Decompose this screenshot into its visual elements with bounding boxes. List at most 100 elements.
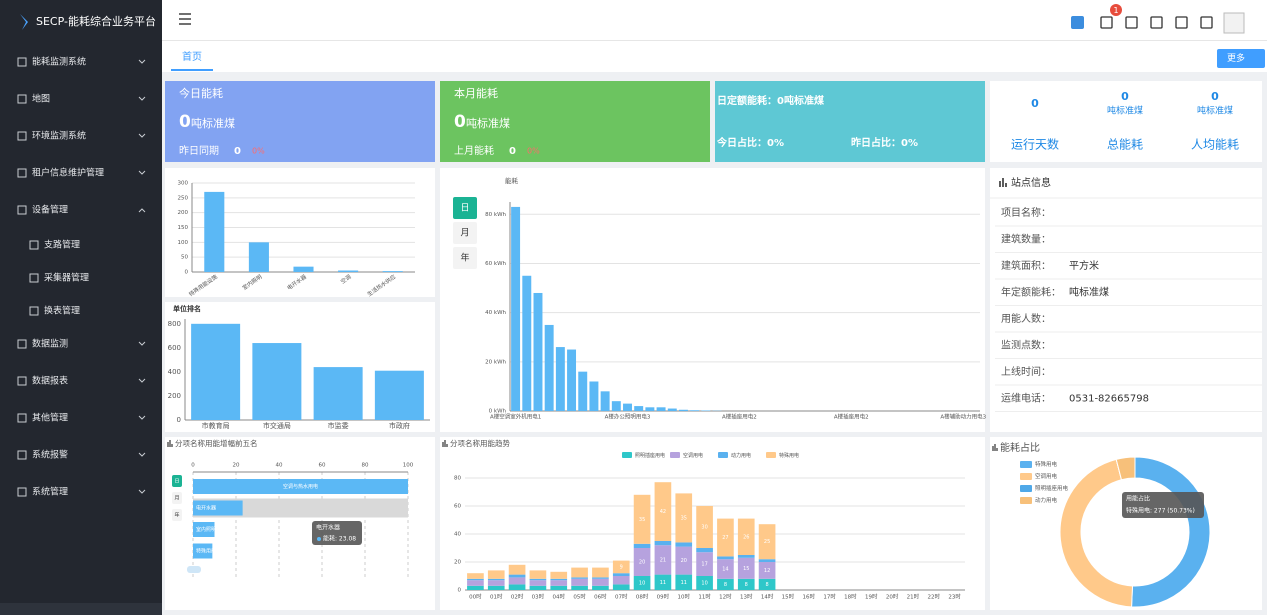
- bar-segment: [737, 518, 755, 555]
- x-tick-label: 12时: [719, 593, 732, 601]
- menu-item[interactable]: 系统报警: [32, 449, 68, 461]
- menu-item[interactable]: 能耗监测系统: [32, 56, 86, 68]
- menu-item[interactable]: 数据报表: [32, 375, 68, 387]
- period-button-label[interactable]: 日: [460, 203, 469, 214]
- y-tick-label: 200: [178, 210, 189, 216]
- x-tick-label: 05时: [573, 593, 586, 601]
- menu-icon: [17, 450, 27, 460]
- x-tick-label: 16时: [803, 593, 816, 601]
- menu-item[interactable]: 租户信息维护管理: [32, 167, 104, 179]
- bar: [544, 324, 554, 411]
- field-label: 项目名称：: [1001, 206, 1051, 219]
- menu-item[interactable]: 数据监测: [32, 338, 68, 350]
- menu-item[interactable]: 环境监测系统: [32, 130, 86, 142]
- bar-segment: [758, 559, 776, 562]
- x-tick-label: 04时: [553, 593, 566, 601]
- menu-arrow: [138, 489, 146, 494]
- menu-arrow: [138, 208, 146, 213]
- y-tick-label: 80: [454, 476, 461, 482]
- title-icon: [167, 440, 173, 447]
- bar: [374, 370, 424, 420]
- menu-item[interactable]: 地图: [32, 93, 50, 105]
- period-button-label[interactable]: 月: [174, 496, 179, 502]
- submenu-item[interactable]: 换表管理: [44, 305, 80, 317]
- segment-label: 8: [724, 582, 727, 588]
- logo: [20, 14, 28, 30]
- menu-arrow: [138, 452, 146, 457]
- header-icon: [1175, 16, 1188, 29]
- card-compare-change: 0%: [252, 147, 265, 156]
- more-button: [1217, 49, 1265, 68]
- menu-icon: [17, 376, 27, 386]
- legend-swatch: [766, 452, 776, 458]
- y-tick-label: 20: [454, 560, 461, 566]
- submenu-item[interactable]: 支路管理: [44, 239, 80, 251]
- bar: [204, 191, 225, 272]
- x-tick-label: 市政府: [389, 421, 410, 430]
- menu-item[interactable]: 系统管理: [32, 486, 68, 498]
- bar-segment: [675, 546, 693, 575]
- menu-icon: [17, 487, 27, 497]
- x-tick-label: 19时: [865, 593, 878, 601]
- bar: [338, 270, 359, 272]
- x-tick-label: 80: [362, 463, 369, 469]
- x-tick-label: 20: [233, 463, 240, 469]
- header-icon: [1150, 16, 1163, 29]
- period-button-label[interactable]: 年: [460, 252, 469, 264]
- menu-arrow: [138, 378, 146, 383]
- header-icon: [1100, 16, 1113, 29]
- y-tick-label: 50: [181, 255, 188, 261]
- bar-segment: [487, 570, 505, 579]
- bar: [555, 347, 565, 411]
- bar-segment: [717, 578, 734, 590]
- legend-swatch: [718, 452, 728, 458]
- bar-segment: [550, 580, 568, 586]
- period-button-label[interactable]: 月: [460, 228, 469, 239]
- y-tick-label: 0: [177, 416, 181, 424]
- period-button-label[interactable]: 年: [174, 512, 179, 519]
- tooltip-dot: [317, 537, 321, 541]
- y-tick-label: 600: [168, 344, 181, 352]
- bar-segment: [508, 564, 526, 575]
- legend-swatch: [1020, 473, 1032, 480]
- bar-segment: [654, 545, 672, 575]
- menu-item[interactable]: 设备管理: [32, 204, 68, 216]
- bar: [193, 522, 215, 537]
- donut-slice: [1115, 456, 1136, 481]
- bar-segment: [696, 506, 713, 548]
- menu-icon: [17, 94, 27, 104]
- card-compare-label: 昨日同期: [179, 145, 219, 157]
- bar-segment: [654, 482, 672, 541]
- tab[interactable]: 首页: [182, 50, 202, 63]
- legend-swatch: [622, 452, 632, 458]
- bar-segment: [467, 573, 484, 579]
- x-tick-label: 13时: [740, 593, 753, 601]
- x-tick-label: A楼空调室外机用电1: [490, 413, 541, 421]
- bar-label: 室内照明: [196, 526, 216, 533]
- x-tick-label: 17时: [823, 593, 836, 601]
- stat-label: 运行天数: [1011, 137, 1059, 152]
- segment-label: 27: [722, 535, 728, 541]
- menu-arrow: [138, 133, 146, 138]
- submenu-item[interactable]: 采集器管理: [44, 272, 89, 284]
- menu-arrow: [138, 59, 146, 64]
- bar-segment: [592, 567, 609, 578]
- bar-segment: [717, 518, 734, 557]
- x-tick-label: 市教育局: [202, 421, 230, 430]
- period-button: [172, 475, 182, 487]
- legend-label: 动力用电: [1035, 496, 1058, 504]
- legend-label: 照明插座用电: [635, 452, 665, 459]
- bar-segment: [467, 585, 484, 590]
- menu-item[interactable]: 其他管理: [32, 412, 68, 424]
- period-button: [453, 247, 477, 269]
- more-label[interactable]: 更多: [1227, 52, 1245, 64]
- x-tick-label: 07时: [615, 593, 628, 601]
- bar-segment: [758, 524, 776, 560]
- bar-segment: [529, 580, 547, 586]
- period-button-label[interactable]: 日: [174, 479, 179, 485]
- bar: [193, 500, 243, 516]
- bar-segment: [612, 584, 630, 590]
- panel: [440, 168, 985, 432]
- station-title: 站点信息: [1011, 176, 1051, 189]
